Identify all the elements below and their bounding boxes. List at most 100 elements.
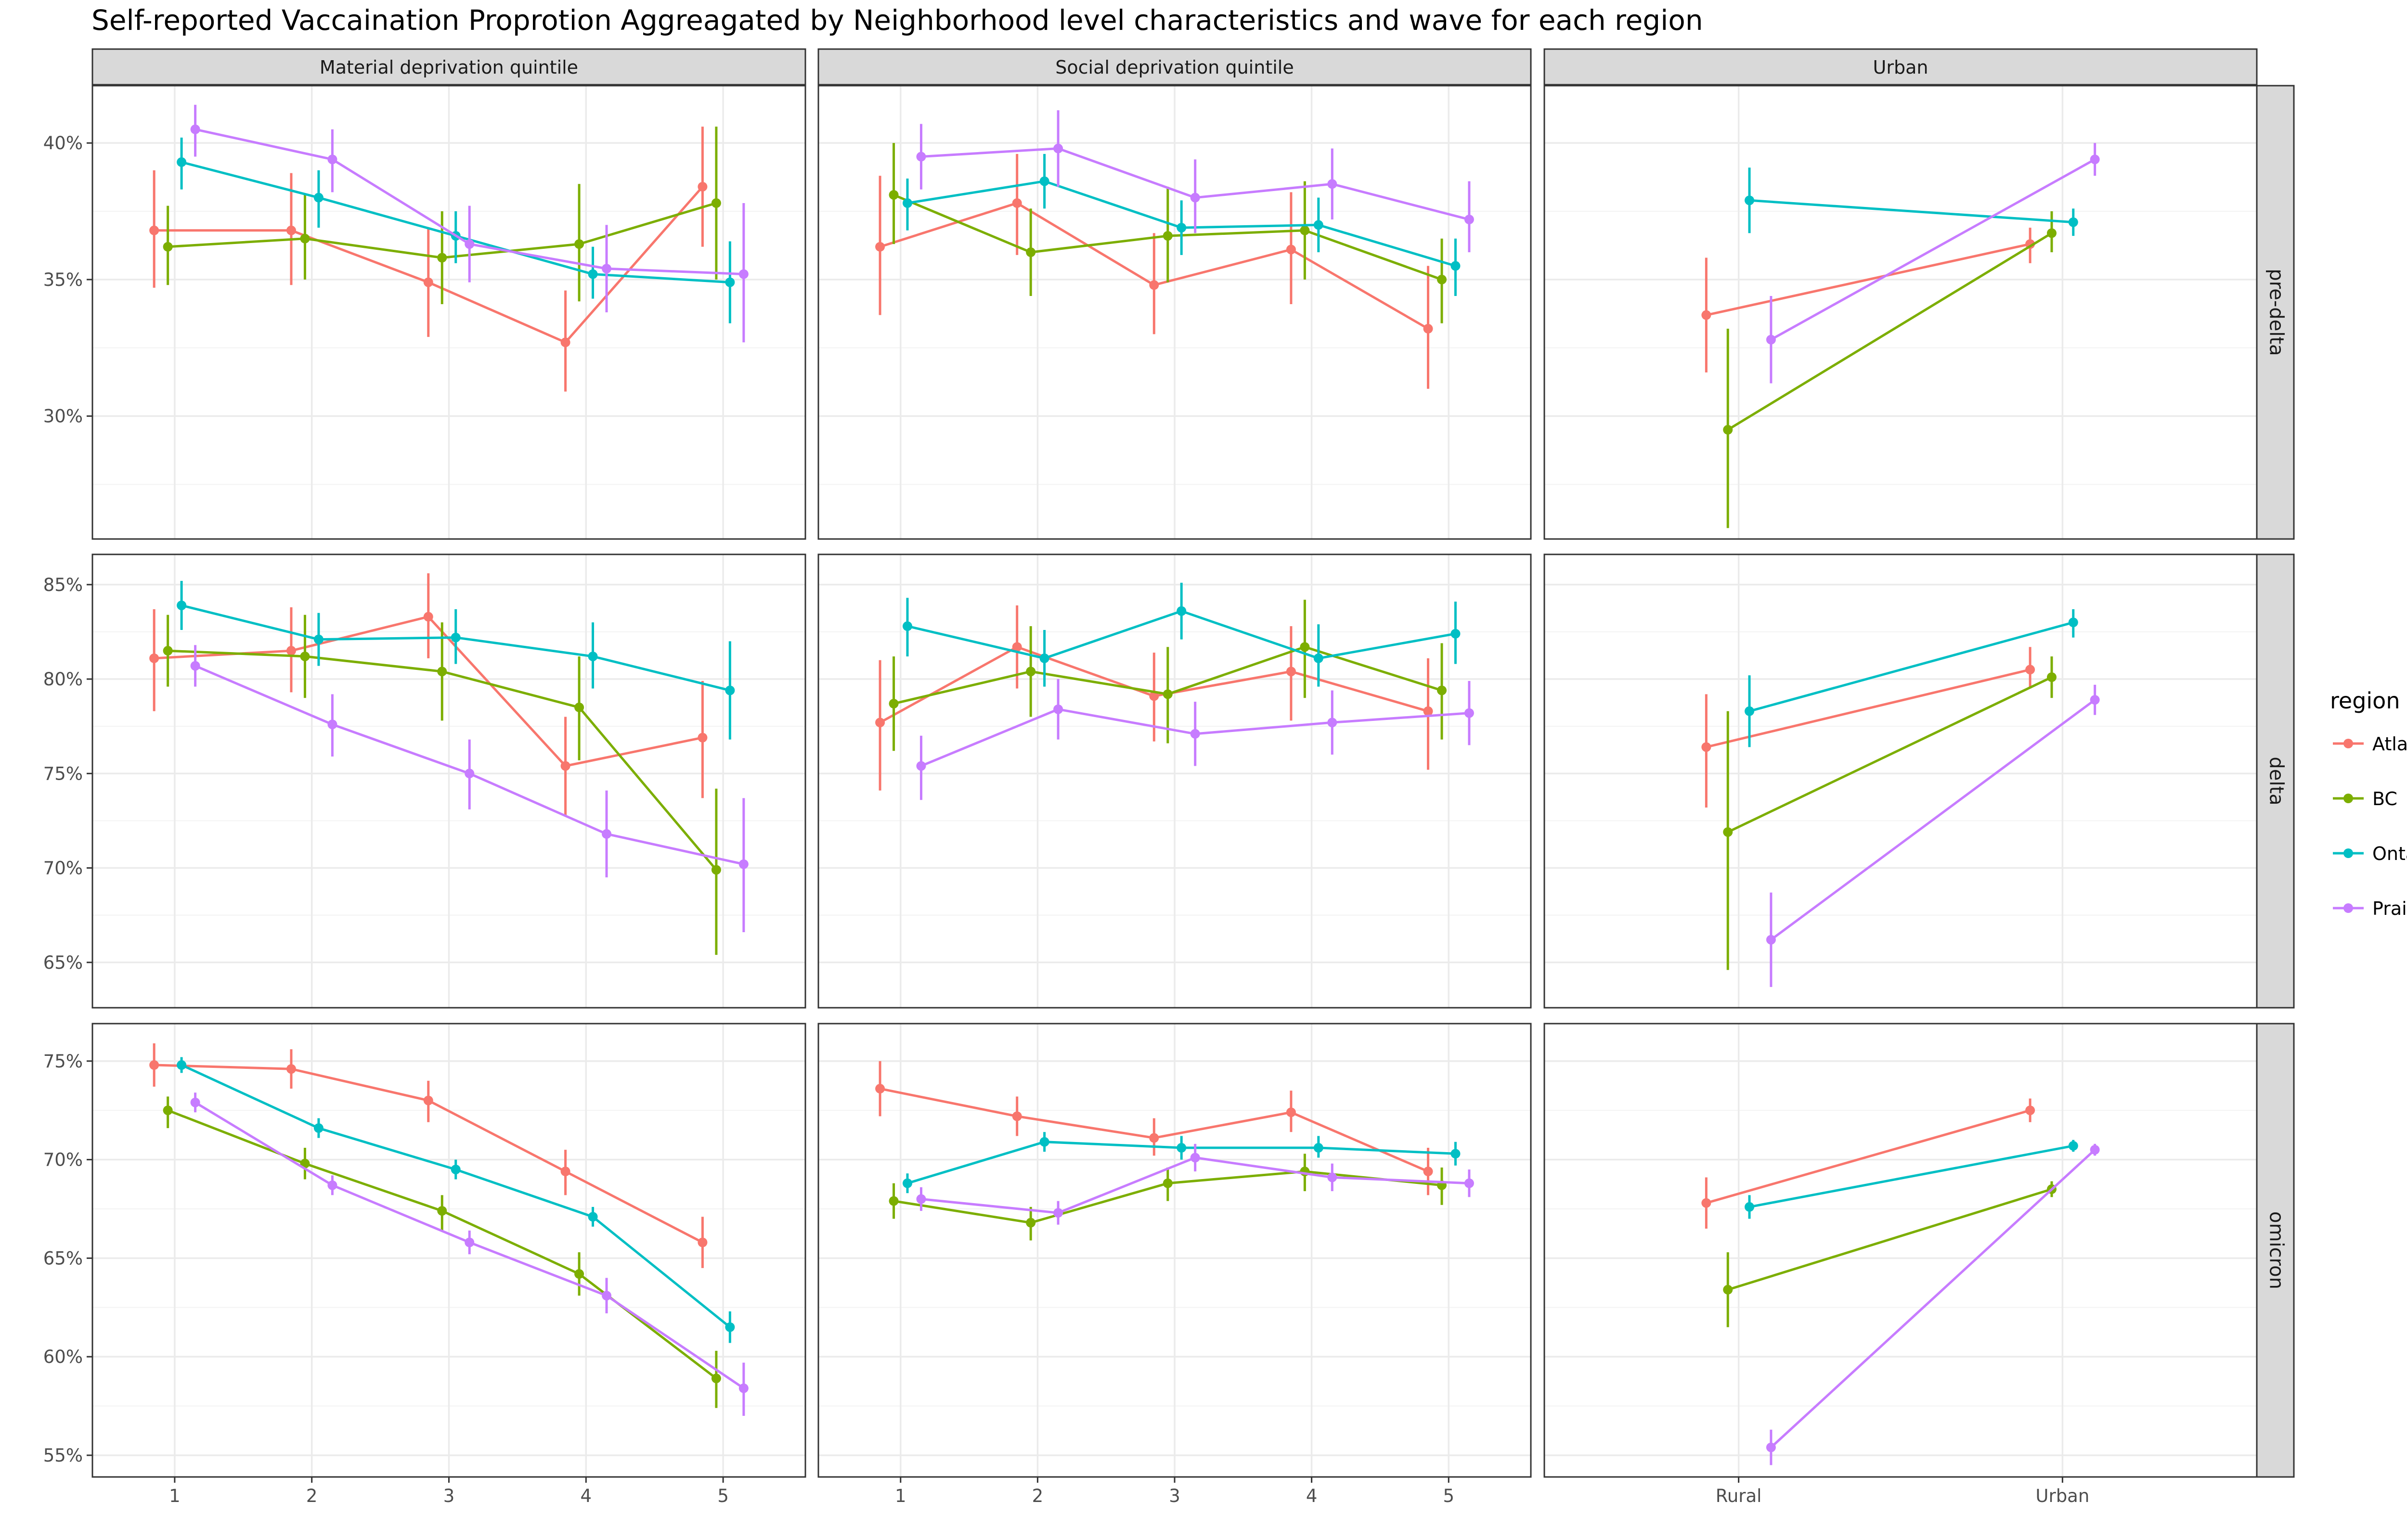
- series-line-prairies: [1770, 1149, 2096, 1449]
- data-point: [1190, 192, 1200, 203]
- y-tick-label: 65%: [43, 1248, 83, 1269]
- data-point: [1766, 935, 1776, 945]
- data-point: [2068, 1141, 2078, 1151]
- y-tick-label: 85%: [43, 575, 83, 595]
- panel-pre-delta-social-deprivation-quintile: [817, 85, 1532, 540]
- strip-social-deprivation-quintile: Social deprivation quintile: [817, 48, 1532, 86]
- data-point: [190, 1097, 200, 1107]
- data-point: [602, 264, 612, 274]
- data-point: [465, 1237, 475, 1247]
- series-prairies: [1766, 143, 2100, 384]
- panel-border: [1543, 85, 2258, 540]
- y-tick-label: 75%: [43, 763, 83, 784]
- y-tick-label: 70%: [43, 1150, 83, 1170]
- data-point: [1701, 310, 1711, 320]
- data-point: [437, 253, 447, 263]
- data-point: [1437, 274, 1447, 284]
- data-point: [1423, 1167, 1433, 1177]
- data-point: [574, 702, 584, 712]
- data-point: [698, 181, 708, 192]
- data-point: [725, 1322, 735, 1332]
- series-ontario: [902, 1132, 1461, 1194]
- series-bc: [889, 600, 1447, 751]
- data-point: [574, 239, 584, 249]
- strip-background: [91, 48, 806, 86]
- data-point: [1177, 1143, 1187, 1153]
- data-point: [1701, 1198, 1711, 1208]
- data-point: [698, 732, 708, 743]
- strip-material-deprivation-quintile: Material deprivation quintile: [91, 48, 806, 86]
- series-ontario: [1745, 167, 2078, 236]
- data-point: [602, 1291, 612, 1301]
- series-bc: [1723, 211, 2057, 528]
- panel-pre-delta-urban: [1543, 85, 2258, 540]
- data-point: [2090, 154, 2100, 165]
- data-point: [1464, 215, 1474, 225]
- x-tick-label: 5: [1443, 1486, 1454, 1506]
- data-point: [588, 269, 598, 279]
- data-point: [738, 269, 749, 279]
- data-point: [451, 632, 461, 642]
- data-point: [602, 829, 612, 839]
- data-point: [1039, 653, 1049, 663]
- data-point: [1012, 1111, 1022, 1121]
- series-line-ontario: [1749, 199, 2073, 224]
- row-strip-pre-delta: pre-delta: [2256, 85, 2295, 540]
- data-point: [1286, 667, 1296, 677]
- legend-item-prairies: Prairies: [2333, 898, 2407, 919]
- panel-delta-urban: [1543, 553, 2258, 1009]
- data-point: [1149, 1133, 1159, 1143]
- data-point: [560, 337, 570, 347]
- series-line-prairies: [1770, 699, 2096, 941]
- data-point: [300, 651, 310, 661]
- series-line-atlantic: [1706, 668, 2031, 748]
- data-point: [1053, 143, 1063, 154]
- series-line-ontario: [1749, 621, 2074, 713]
- series-line-prairies: [1770, 158, 2096, 341]
- data-point: [423, 612, 433, 622]
- data-point: [2025, 1105, 2035, 1116]
- row-strip-delta: delta: [2256, 553, 2295, 1009]
- data-point: [1766, 1442, 1776, 1452]
- data-point: [2068, 217, 2078, 227]
- panel-border: [91, 553, 806, 1009]
- data-point: [1163, 689, 1173, 699]
- series-prairies: [916, 110, 1474, 253]
- data-point: [725, 685, 735, 695]
- series-atlantic: [1701, 228, 2035, 372]
- data-point: [1300, 225, 1310, 235]
- data-point: [1026, 247, 1036, 257]
- strip-label: Social deprivation quintile: [1055, 57, 1294, 78]
- data-point: [875, 1084, 885, 1094]
- data-point: [2025, 665, 2035, 675]
- row-strip-background: [2256, 553, 2295, 1009]
- x-tick-label: 2: [1032, 1486, 1044, 1506]
- series-line-bc: [1727, 1188, 2052, 1291]
- legend-label: Atlantic: [2372, 733, 2407, 755]
- y-tick-label: 60%: [43, 1347, 83, 1367]
- data-point: [711, 865, 721, 875]
- series-prairies: [916, 1143, 1474, 1225]
- data-point: [738, 859, 749, 869]
- panels-layer: Material deprivation quintile Social depr…: [43, 48, 2295, 1506]
- data-point: [327, 719, 337, 730]
- legend-key-point: [2343, 903, 2353, 913]
- data-point: [423, 1095, 433, 1105]
- series-atlantic: [875, 154, 1433, 389]
- data-point: [1450, 629, 1461, 639]
- data-point: [588, 651, 598, 661]
- data-point: [560, 761, 570, 771]
- data-point: [163, 646, 173, 656]
- series-bc: [163, 615, 721, 955]
- panel-pre-delta-material-deprivation-quintile: 30% 35% 40%: [43, 85, 806, 540]
- data-point: [902, 1178, 912, 1188]
- series-atlantic: [875, 1061, 1433, 1195]
- series-ontario: [177, 1057, 735, 1343]
- legend-item-atlantic: Atlantic: [2333, 733, 2407, 755]
- data-point: [1313, 653, 1323, 663]
- y-tick-label: 75%: [43, 1051, 83, 1072]
- legend-key-point: [2343, 739, 2353, 748]
- data-point: [1723, 425, 1733, 435]
- data-point: [875, 718, 885, 728]
- data-point: [698, 1237, 708, 1247]
